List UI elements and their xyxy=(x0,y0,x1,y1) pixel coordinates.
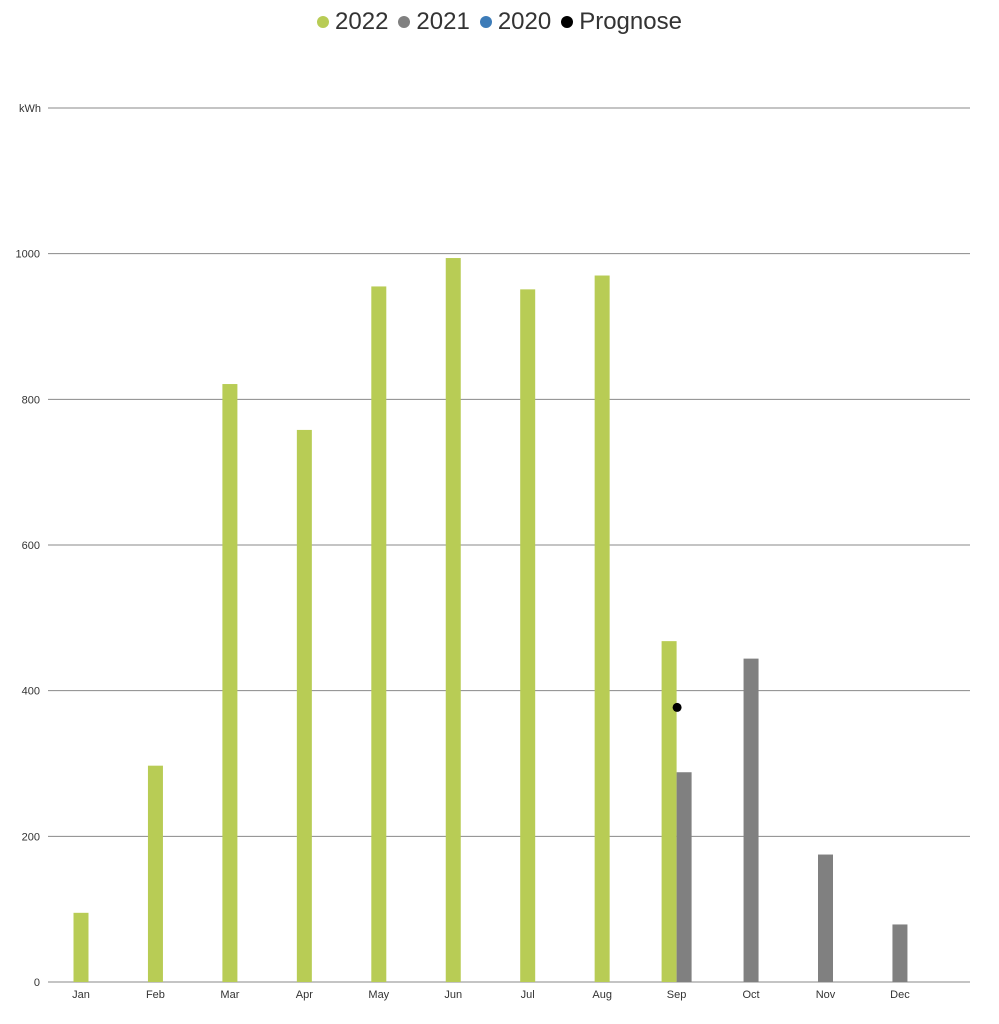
x-tick-label-Jun: Jun xyxy=(444,989,462,1001)
bar-2022-Jul[interactable] xyxy=(520,289,536,982)
bar-2022-Jun[interactable] xyxy=(445,258,461,982)
bar-2021-Dec[interactable] xyxy=(892,924,908,982)
x-axis-labels: Jan Feb Mar Apr May Jun Jul Aug Sep Oct Nov Dec xyxy=(72,989,910,1001)
y-tick-label-1000: 1000 xyxy=(16,249,40,261)
x-tick-label-May: May xyxy=(368,989,389,1001)
x-tick-label-Feb: Feb xyxy=(146,989,165,1001)
legend-marker-2021 xyxy=(398,16,411,28)
x-tick-label-Mar: Mar xyxy=(220,989,239,1001)
legend-label-2022: 2022 xyxy=(335,8,389,35)
bar-2022-Mar[interactable] xyxy=(222,384,238,982)
legend-label-2021: 2021 xyxy=(416,8,470,35)
x-tick-label-Apr: Apr xyxy=(296,989,313,1001)
x-tick-label-Oct: Oct xyxy=(742,989,759,1001)
forecast-point-Sep[interactable] xyxy=(672,702,682,712)
y-tick-label-400: 400 xyxy=(22,686,40,698)
legend-label-prognose: Prognose xyxy=(579,8,682,35)
x-tick-label-Aug: Aug xyxy=(592,989,612,1001)
x-tick-label-Nov: Nov xyxy=(816,989,836,1001)
bar-2021-Nov[interactable] xyxy=(818,854,833,982)
legend-marker-2022 xyxy=(317,16,330,28)
chart-legend: 2022 2021 2020 Prognose xyxy=(0,8,999,36)
bar-2022-Apr[interactable] xyxy=(296,429,312,982)
x-tick-label-Jan: Jan xyxy=(72,989,90,1001)
x-tick-label-Sep: Sep xyxy=(667,989,687,1001)
y-tick-label-0: 0 xyxy=(34,977,40,989)
x-tick-label-Jul: Jul xyxy=(521,989,535,1001)
bar-2022-Aug[interactable] xyxy=(594,275,610,982)
legend-marker-2020 xyxy=(479,16,492,28)
legend-item-prognose[interactable]: Prognose xyxy=(561,8,682,36)
y-axis-labels: 0 200 400 600 800 1000 kWh xyxy=(16,103,41,989)
bar-2022-Jan[interactable] xyxy=(73,912,89,982)
legend-item-2020[interactable]: 2020 xyxy=(479,8,552,36)
y-axis-unit-label: kWh xyxy=(19,103,41,115)
bar-2021-Oct[interactable] xyxy=(743,658,759,982)
y-tick-label-200: 200 xyxy=(22,831,40,843)
forecast-points xyxy=(672,702,682,712)
bar-2022-Feb[interactable] xyxy=(147,765,163,982)
legend-item-2021[interactable]: 2021 xyxy=(398,8,470,36)
legend-label-2020: 2020 xyxy=(497,8,552,35)
bar-2022-Sep[interactable] xyxy=(661,641,677,982)
y-tick-label-600: 600 xyxy=(22,540,40,552)
bar-2022-May[interactable] xyxy=(371,286,387,982)
gridlines xyxy=(48,107,970,983)
legend-item-2022[interactable]: 2022 xyxy=(317,8,388,36)
y-tick-label-800: 800 xyxy=(22,394,40,406)
x-tick-label-Dec: Dec xyxy=(890,989,910,1001)
legend-marker-prognose xyxy=(561,16,574,28)
bar-2021-Sep[interactable] xyxy=(676,772,692,982)
bars xyxy=(73,258,908,982)
